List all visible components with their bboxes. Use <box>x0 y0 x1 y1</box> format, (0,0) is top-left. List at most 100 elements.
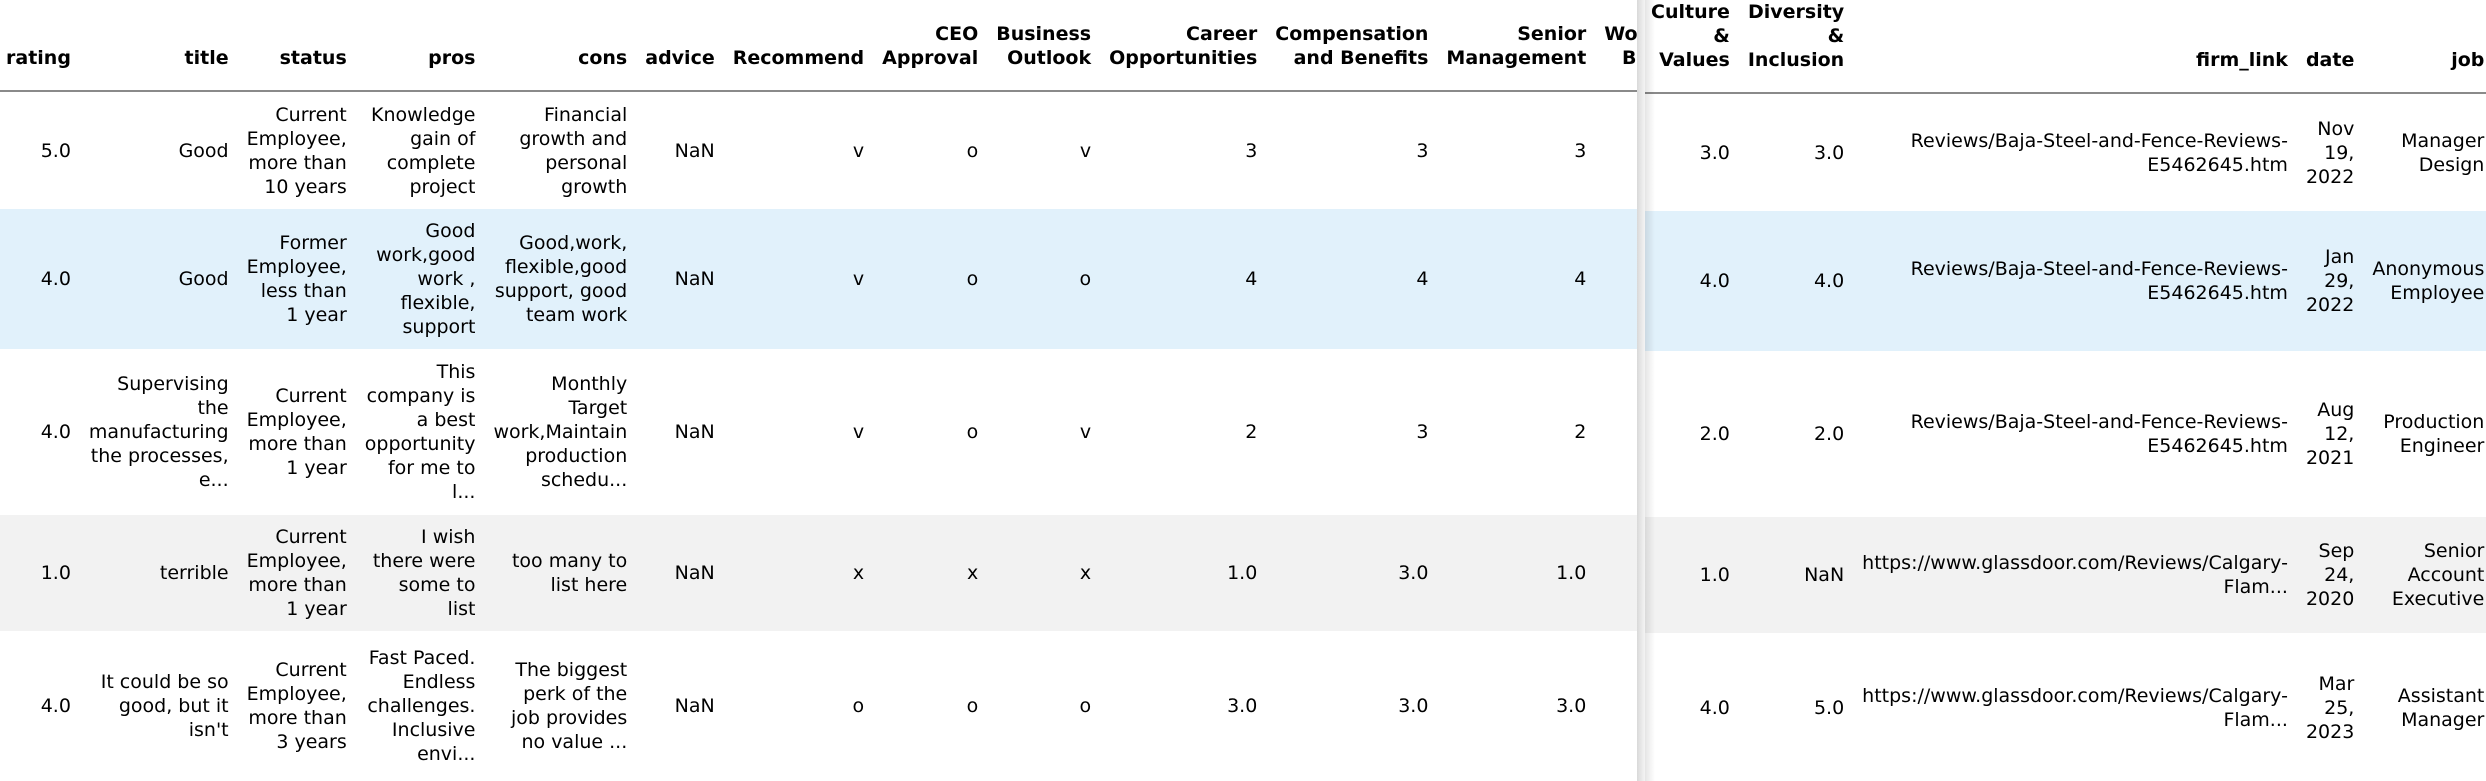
cell-title[interactable]: Good <box>82 209 241 349</box>
column-header-senior-management[interactable]: Senior Management <box>1440 0 1599 92</box>
column-header-cons[interactable]: cons <box>487 0 640 92</box>
cell-title[interactable]: Supervising the manufacturing the proces… <box>88 373 229 491</box>
cell-title[interactable]: Good <box>178 139 229 162</box>
cell-cons[interactable]: too many to list here <box>487 515 640 631</box>
table-row[interactable]: 2.0 2.0 Reviews/Baja-Steel-and-Fence-Rev… <box>1645 351 2486 517</box>
cell-compensation-benefits[interactable]: 3.0 <box>1269 515 1441 631</box>
cell-business-outlook[interactable]: o <box>990 209 1104 349</box>
cell-date[interactable]: Mar 25, 2023 <box>2305 673 2355 743</box>
cell-job[interactable]: Assistant Manager <box>2397 685 2485 731</box>
cell-culture-values[interactable]: 2.0 <box>1699 423 1730 445</box>
cell-status[interactable]: Former Employee, less than 1 year <box>240 209 359 349</box>
cell-culture-values[interactable]: 4.0 <box>1699 697 1730 719</box>
cell-ceo-approval[interactable]: x <box>876 515 991 631</box>
cell-job[interactable]: Anonymous Employee <box>2366 211 2486 351</box>
table-row-highlighted[interactable]: 4.0 4.0 Reviews/Baja-Steel-and-Fence-Rev… <box>1645 211 2486 351</box>
cell-recommend[interactable]: o <box>852 695 865 717</box>
column-header-business-outlook[interactable]: Business Outlook <box>990 0 1104 92</box>
cell-culture-values[interactable]: 4.0 <box>1645 211 1742 351</box>
cell-business-outlook[interactable]: v <box>1079 139 1092 162</box>
cell-status[interactable]: Current Employee, more than 1 year <box>246 385 347 479</box>
cell-career-opportunities[interactable]: 3 <box>1245 139 1258 162</box>
cell-pros[interactable]: Fast Paced. Endless challenges. Inclusiv… <box>367 647 476 765</box>
cell-firm-link[interactable]: https://www.glassdoor.com/Reviews/Calgar… <box>1862 685 2288 731</box>
cell-senior-management[interactable]: 1.0 <box>1440 515 1599 631</box>
cell-compensation-benefits[interactable]: 3 <box>1416 421 1429 443</box>
cell-compensation-benefits[interactable]: 3 <box>1416 139 1429 162</box>
cell-diversity-inclusion[interactable]: 5.0 <box>1813 697 1845 719</box>
cell-diversity-inclusion[interactable]: 2.0 <box>1813 423 1845 445</box>
column-header-firm-link[interactable]: firm_link <box>1856 0 2300 94</box>
column-header-title[interactable]: title <box>82 0 241 92</box>
cell-recommend[interactable]: v <box>852 421 865 443</box>
cell-work-life-balance[interactable]: 3 <box>1598 91 1637 209</box>
cell-pros[interactable]: Knowledge gain of complete project <box>371 103 476 198</box>
column-header-status[interactable]: status <box>240 0 359 92</box>
cell-job[interactable]: Senior Account Executive <box>2366 517 2486 633</box>
right-table-panel[interactable]: Culture & Values Diversity & Inclusion f… <box>1645 0 2486 781</box>
cell-pros[interactable]: Good work,good work , flexible, support <box>358 209 488 349</box>
cell-career-opportunities[interactable]: 2 <box>1245 421 1258 443</box>
table-row[interactable]: 3.0 3.0 Reviews/Baja-Steel-and-Fence-Rev… <box>1645 93 2486 211</box>
cell-compensation-benefits[interactable]: 4 <box>1269 209 1441 349</box>
cell-pros[interactable]: This company is a best opportunity for m… <box>364 361 476 503</box>
column-header-compensation-benefits[interactable]: Compensation and Benefits <box>1269 0 1441 92</box>
table-row[interactable]: 5.0 Good Current Employee, more than 10 … <box>0 91 1637 209</box>
cell-rating[interactable]: 4.0 <box>40 421 71 443</box>
cell-firm-link[interactable]: Reviews/Baja-Steel-and-Fence-Reviews-E54… <box>1910 129 2288 176</box>
cell-diversity-inclusion[interactable]: NaN <box>1741 517 1857 633</box>
table-row[interactable]: 4.0 It could be so good, but it isn't Cu… <box>0 631 1637 781</box>
cell-culture-values[interactable]: 3.0 <box>1699 141 1730 164</box>
cell-date[interactable]: Nov 19, 2022 <box>2305 117 2355 188</box>
cell-career-opportunities[interactable]: 3.0 <box>1227 695 1258 717</box>
cell-firm-link[interactable]: Reviews/Baja-Steel-and-Fence-Reviews-E54… <box>1910 411 2288 457</box>
cell-ceo-approval[interactable]: o <box>966 139 979 162</box>
cell-recommend[interactable]: v <box>726 209 877 349</box>
column-header-pros[interactable]: pros <box>358 0 488 92</box>
column-header-advice[interactable]: advice <box>639 0 727 92</box>
cell-senior-management[interactable]: 2 <box>1574 421 1587 443</box>
cell-status[interactable]: Current Employee, more than 1 year <box>240 515 359 631</box>
cell-status[interactable]: Current Employee, more than 10 years <box>246 103 347 198</box>
column-header-culture-values[interactable]: Culture & Values <box>1645 0 1742 94</box>
table-row[interactable]: 1.0 terrible Current Employee, more than… <box>0 515 1637 631</box>
cell-senior-management[interactable]: 3.0 <box>1556 695 1587 717</box>
cell-recommend[interactable]: v <box>852 139 865 162</box>
cell-rating[interactable]: 5.0 <box>40 139 71 162</box>
cell-business-outlook[interactable]: v <box>1079 421 1092 443</box>
cell-senior-management[interactable]: 4 <box>1440 209 1599 349</box>
cell-business-outlook[interactable]: x <box>990 515 1104 631</box>
cell-advice[interactable]: NaN <box>639 209 727 349</box>
cell-advice[interactable]: NaN <box>639 515 727 631</box>
cell-ceo-approval[interactable]: o <box>966 421 979 443</box>
cell-title[interactable]: It could be so good, but it isn't <box>100 671 229 741</box>
cell-rating[interactable]: 4.0 <box>0 209 83 349</box>
cell-diversity-inclusion[interactable]: 4.0 <box>1741 211 1857 351</box>
table-row[interactable]: 1.0 NaN https://www.glassdoor.com/Review… <box>1645 517 2486 633</box>
cell-business-outlook[interactable]: o <box>1079 695 1092 717</box>
cell-title[interactable]: terrible <box>82 515 241 631</box>
cell-recommend[interactable]: x <box>726 515 877 631</box>
cell-culture-values[interactable]: 1.0 <box>1645 517 1742 633</box>
column-header-date[interactable]: date <box>2299 0 2367 94</box>
cell-date[interactable]: Sep 24, 2020 <box>2299 517 2367 633</box>
cell-advice[interactable]: NaN <box>674 139 715 162</box>
cell-ceo-approval[interactable]: o <box>966 695 979 717</box>
cell-date[interactable]: Aug 12, 2021 <box>2305 399 2355 469</box>
cell-pros[interactable]: I wish there were some to list <box>358 515 488 631</box>
cell-cons[interactable]: Financial growth and personal growth <box>519 103 628 198</box>
cell-job[interactable]: Manager Design <box>2401 129 2485 176</box>
cell-work-life-balance[interactable]: 2 <box>1598 349 1637 515</box>
cell-cons[interactable]: The biggest perk of the job provides no … <box>510 659 628 753</box>
column-header-diversity-inclusion[interactable]: Diversity & Inclusion <box>1741 0 1857 94</box>
cell-date[interactable]: Jan 29, 2022 <box>2299 211 2367 351</box>
column-header-work-life-balance[interactable]: Work/Life Balance <box>1598 0 1637 92</box>
table-row[interactable]: 4.0 Supervising the manufacturing the pr… <box>0 349 1637 515</box>
column-header-career-opportunities[interactable]: Career Opportunities <box>1103 0 1270 92</box>
cell-work-life-balance[interactable]: 3.0 <box>1598 515 1637 631</box>
cell-work-life-balance[interactable]: 1.0 <box>1598 631 1637 781</box>
cell-advice[interactable]: NaN <box>674 421 715 443</box>
column-header-ceo-approval[interactable]: CEO Approval <box>876 0 991 92</box>
left-table-panel[interactable]: rating title status pros cons advice Rec… <box>0 0 1637 781</box>
cell-rating[interactable]: 4.0 <box>40 695 71 717</box>
